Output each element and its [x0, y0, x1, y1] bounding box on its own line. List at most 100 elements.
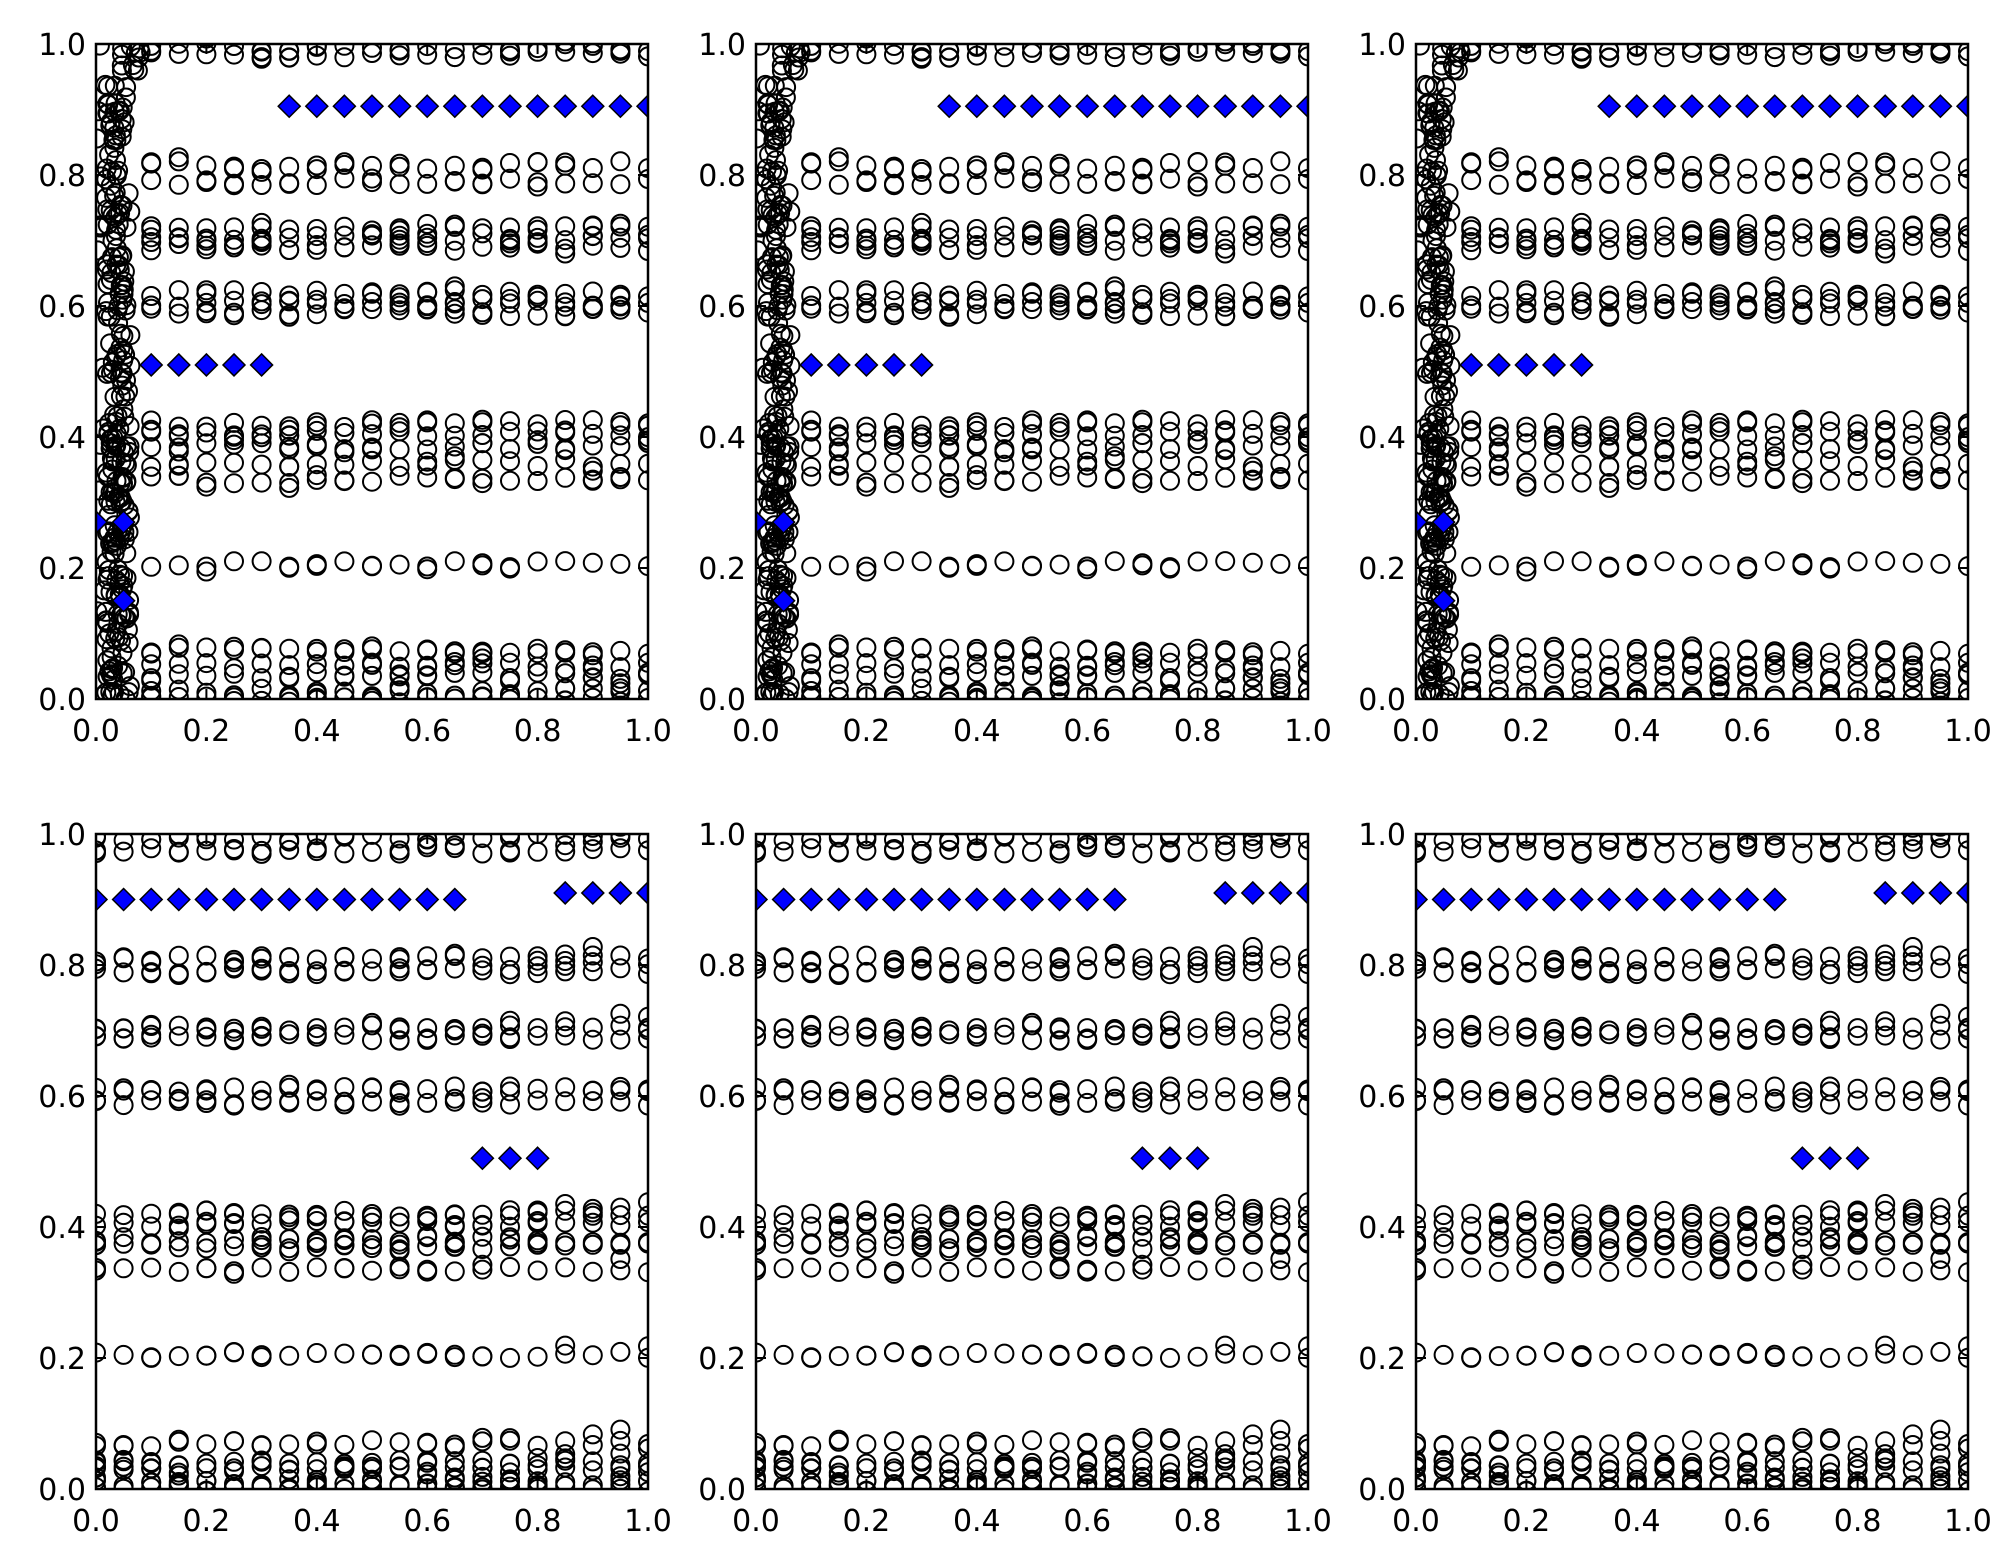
circle-marker — [500, 281, 520, 302]
circle-marker — [1416, 1203, 1426, 1224]
circle-marker — [1516, 172, 1537, 192]
circle-marker — [444, 214, 465, 235]
circle-marker — [1461, 1347, 1482, 1368]
circle-marker — [1270, 673, 1291, 694]
circle-marker — [1875, 1343, 1896, 1364]
circle-marker — [389, 1017, 410, 1038]
circle-marker — [1160, 1257, 1180, 1277]
circle-marker — [1215, 659, 1236, 680]
circle-marker — [1571, 1204, 1592, 1225]
circle-marker — [994, 1234, 1015, 1255]
circle-marker — [761, 541, 782, 562]
circle-marker — [994, 1343, 1015, 1364]
circle-marker — [1930, 1215, 1951, 1236]
circle-marker — [1847, 44, 1868, 59]
circle-marker — [1270, 945, 1291, 966]
circle-marker — [1270, 284, 1291, 305]
circle-marker — [785, 44, 806, 63]
circle-marker — [1654, 1457, 1675, 1477]
circle-marker — [279, 691, 299, 699]
diamond-marker — [1790, 94, 1815, 119]
circle-marker — [224, 290, 244, 311]
diamond-marker — [304, 887, 329, 912]
circle-marker — [306, 1459, 327, 1480]
circle-marker — [1930, 1015, 1951, 1036]
circle-marker — [1930, 174, 1951, 195]
circle-marker — [1626, 465, 1647, 486]
circle-marker — [1242, 1017, 1263, 1038]
circle-marker — [1160, 964, 1180, 985]
circle-marker — [555, 44, 576, 62]
circle-marker — [1544, 1342, 1564, 1362]
circle-marker — [196, 1258, 217, 1279]
circle-marker — [1187, 227, 1208, 248]
circle-marker — [773, 1233, 794, 1254]
circle-marker — [775, 386, 796, 407]
circle-marker — [1077, 281, 1098, 302]
circle-marker — [756, 1215, 766, 1236]
circle-marker — [444, 446, 465, 467]
circle-marker — [1626, 420, 1647, 441]
circle-marker — [1077, 1343, 1098, 1364]
circle-marker — [334, 216, 355, 237]
circle-marker — [1930, 425, 1951, 446]
circle-marker — [966, 469, 987, 490]
circle-marker — [1419, 144, 1440, 165]
circle-marker — [1792, 1477, 1813, 1489]
circle-marker — [1160, 153, 1180, 173]
circle-marker — [444, 1451, 465, 1472]
circle-marker — [828, 217, 849, 238]
circle-marker — [966, 1434, 987, 1455]
circle-marker — [1298, 1212, 1308, 1233]
circle-marker — [1847, 551, 1868, 572]
circle-marker — [828, 1088, 849, 1109]
circle-marker — [1104, 44, 1125, 60]
circle-marker — [1215, 1431, 1236, 1452]
circle-marker — [610, 553, 631, 574]
circle-marker — [1875, 467, 1896, 488]
circle-marker — [801, 834, 822, 850]
circle-marker — [1930, 1466, 1951, 1487]
circle-marker — [500, 652, 520, 673]
circle-marker — [1682, 424, 1702, 445]
circle-marker — [251, 1347, 272, 1368]
circle-marker — [527, 551, 548, 572]
circle-marker — [582, 1345, 603, 1366]
x-tick-label: 0.4 — [953, 714, 1001, 749]
circle-marker — [555, 467, 576, 488]
circle-marker — [500, 1015, 520, 1036]
circle-marker — [1132, 648, 1153, 669]
circle-marker — [1160, 1205, 1180, 1226]
x-tick-label: 0.6 — [1063, 714, 1111, 749]
circle-marker — [224, 1451, 244, 1472]
diamond-marker — [1624, 94, 1649, 119]
circle-marker — [1435, 386, 1456, 407]
circle-marker — [1764, 280, 1785, 301]
circle-marker — [610, 1076, 631, 1097]
circle-marker — [251, 678, 272, 699]
circle-marker — [939, 219, 960, 240]
circle-marker — [994, 44, 1015, 56]
circle-marker — [1571, 653, 1592, 674]
circle-marker — [100, 482, 121, 503]
diamond-marker — [937, 887, 962, 912]
circle-marker — [884, 1077, 904, 1098]
circle-marker — [555, 1200, 576, 1221]
circle-marker — [1215, 1025, 1236, 1046]
circle-marker — [1432, 119, 1453, 140]
circle-marker — [1544, 1203, 1564, 1223]
circle-marker — [911, 653, 932, 674]
circle-marker — [1242, 158, 1263, 178]
circle-marker — [1709, 664, 1730, 685]
circle-marker — [1433, 1018, 1454, 1039]
circle-marker — [1820, 421, 1840, 442]
circle-marker — [96, 601, 108, 622]
axes-frame — [1414, 832, 1970, 1491]
circle-marker — [1571, 678, 1592, 699]
circle-marker — [582, 225, 603, 246]
circle-marker — [1847, 176, 1868, 197]
circle-marker — [1104, 1451, 1125, 1472]
circle-marker — [1215, 155, 1236, 176]
circle-marker — [168, 44, 189, 64]
circle-marker — [773, 834, 794, 851]
